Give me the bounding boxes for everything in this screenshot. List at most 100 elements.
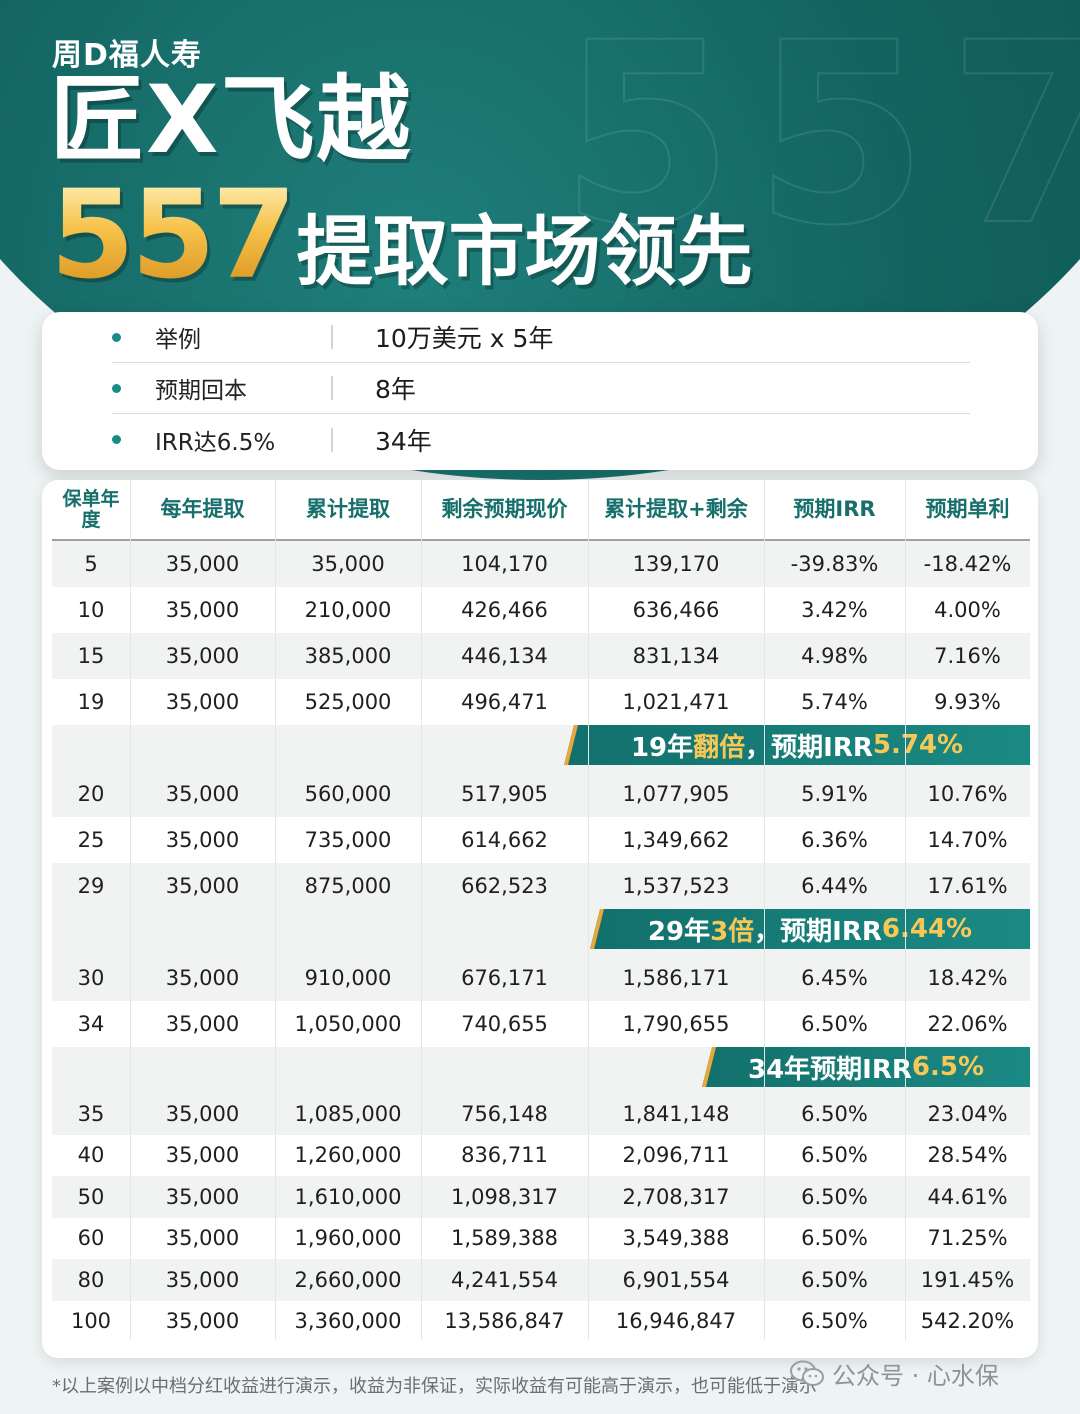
header-annual-withdrawal: 每年提取 (160, 496, 245, 521)
table-cell: 614,662 (461, 828, 548, 852)
table-cell: 1,960,000 (294, 1226, 402, 1251)
table-cell: 1,790,655 (622, 1012, 730, 1036)
table-cell: 6.50% (801, 1143, 868, 1168)
table-cell: 35,000 (165, 966, 240, 990)
table-row: 50 35,000 1,610,000 1,098,317 2,708,317 6.50%… (52, 1176, 1030, 1218)
table-cell: 1,349,662 (622, 828, 730, 852)
table-row: 20 35,000 560,000 517,905 1,077,905 5.91% 10.7… (52, 771, 1030, 817)
table-cell: 139,170 (632, 552, 720, 576)
table-cell: 1,589,388 (451, 1226, 558, 1251)
header-simple-interest: 预期单利 (925, 496, 1010, 521)
table-cell: 517,905 (461, 782, 548, 806)
table-row: 35 35,000 1,085,000 756,148 1,841,148 6.50% 23… (52, 1093, 1030, 1135)
watermark-text: 公众号 · 心水保 (832, 1362, 999, 1390)
table-cell: 50 (77, 1184, 105, 1209)
table-cell: 35,000 (311, 552, 385, 576)
watermark: 公众号 · 心水保 (790, 1356, 999, 1391)
wechat-icon (790, 1360, 824, 1386)
table-cell: 40 (77, 1143, 105, 1168)
summary-value: 10万美元 x 5年 (375, 324, 554, 353)
table-row: 80 35,000 2,660,000 4,241,554 6,901,554 6.50%… (52, 1259, 1030, 1301)
table-cell: 35,000 (165, 1267, 240, 1292)
title-line2-group: 557 提取市场领先 (50, 174, 753, 296)
table-cell: 23.04% (927, 1101, 1008, 1126)
table-cell: 10 (77, 598, 105, 622)
table-cell: 5.91% (801, 782, 868, 806)
brand-name: 周D福人寿 (52, 38, 202, 73)
table-cell: 29 (77, 874, 105, 898)
highlight-banner: 19年 翻倍 ，预期IRR 5.74% (564, 725, 1030, 765)
divider (331, 325, 333, 349)
table-cell: 35,000 (165, 828, 240, 852)
header-remaining-value: 剩余预期现价 (441, 496, 568, 521)
table-cell: 910,000 (304, 966, 392, 990)
table-cell: 3,360,000 (294, 1309, 402, 1334)
withdrawal-table: 保单年度 每年提取 累计提取 剩余预期现价 累计提取+剩余 预期IRR 预期单利… (42, 480, 1038, 1358)
banner-text-highlight2: 6.44% (881, 914, 973, 944)
banner-text-highlight1: 翻倍 (693, 732, 746, 763)
table-cell: 35,000 (165, 1309, 240, 1334)
table-cell: 6.50% (801, 1309, 868, 1334)
divider (331, 376, 333, 400)
title-line1: 匠X飞越 (50, 66, 413, 175)
summary-value: 34年 (375, 426, 432, 456)
table-cell: 13,586,847 (444, 1309, 565, 1334)
table-cell: 1,050,000 (294, 1012, 402, 1036)
table-cell: 676,171 (461, 966, 548, 990)
table-cell: 6.50% (801, 1226, 868, 1251)
table-cell: 35,000 (165, 1101, 240, 1126)
table-cell: 1,610,000 (294, 1184, 402, 1209)
table-cell: 35,000 (165, 874, 240, 898)
table-row: 100 35,000 3,360,000 13,586,847 16,946,847 6.… (52, 1301, 1030, 1343)
table-cell: 35,000 (165, 1012, 240, 1036)
column-divider (275, 480, 276, 1340)
table-cell: 7.16% (934, 644, 1001, 668)
table-cell: 1,586,171 (622, 966, 730, 990)
banner-text-middle: ，预期IRR (754, 916, 882, 947)
table-cell: 19 (77, 690, 105, 714)
column-divider (905, 480, 906, 1340)
table-cell: 5.74% (801, 690, 868, 714)
table-cell: 25 (77, 828, 105, 852)
table-cell: 6.44% (801, 874, 868, 898)
table-cell: 740,655 (461, 1012, 548, 1036)
table-cell: 22.06% (927, 1012, 1008, 1036)
table-row: 15 35,000 385,000 446,134 831,134 4.98% 7.16% (52, 633, 1030, 679)
table-cell: 542.20% (920, 1309, 1015, 1334)
banner-text-prefix: 29年 (647, 916, 711, 947)
highlight-row: 34年预期IRR 6.5% (52, 1047, 1030, 1093)
table-cell: 1,098,317 (451, 1184, 558, 1209)
banner-text-highlight2: 5.74% (872, 730, 964, 760)
table-row: 40 35,000 1,260,000 836,711 2,096,711 6.50% 28… (52, 1135, 1030, 1177)
summary-label: IRR达6.5% (155, 429, 276, 456)
table-cell: 875,000 (304, 874, 392, 898)
table-cell: 6,901,554 (622, 1267, 730, 1292)
highlight-row: 19年 翻倍 ，预期IRR 5.74% (52, 725, 1030, 771)
table-cell: 3.42% (801, 598, 868, 622)
table-cell: 80 (77, 1267, 105, 1292)
table-cell: 35 (77, 1101, 105, 1126)
table-cell: 44.61% (927, 1184, 1008, 1209)
table-cell: 35,000 (165, 1226, 240, 1251)
table-cell: 662,523 (461, 874, 548, 898)
table-cell: 20 (77, 782, 105, 806)
table-cell: 35,000 (165, 598, 240, 622)
table-cell: 836,711 (461, 1143, 548, 1168)
table-row: 19 35,000 525,000 496,471 1,021,471 5.74% 9.93… (52, 679, 1030, 725)
table-row: 10 35,000 210,000 426,466 636,466 3.42% 4.00% (52, 587, 1030, 633)
table-cell: 6.45% (801, 966, 868, 990)
header-policy-year: 保单年度 (62, 487, 120, 531)
disclaimer: *以上案例以中档分红收益进行演示，收益为非保证，实际收益有可能高于演示，也可能低… (52, 1376, 817, 1397)
table-cell: 4.98% (801, 644, 868, 668)
table-cell: 30 (77, 966, 105, 990)
bullet-icon (112, 332, 121, 342)
table-cell: 496,471 (461, 690, 548, 714)
summary-row: 举例 10万美元 x 5年 (112, 312, 970, 363)
table-cell: 6.36% (801, 828, 868, 852)
table-row: 30 35,000 910,000 676,171 1,586,171 6.45% 18.4… (52, 955, 1030, 1001)
table-cell: 35,000 (165, 1184, 240, 1209)
bullet-icon (112, 383, 121, 393)
table-body: 5 35,000 35,000 104,170 139,170 -39.83% -18.42… (52, 541, 1030, 1342)
table-cell: 2,096,711 (622, 1143, 730, 1168)
banner-text-prefix: 19年 (630, 732, 694, 763)
